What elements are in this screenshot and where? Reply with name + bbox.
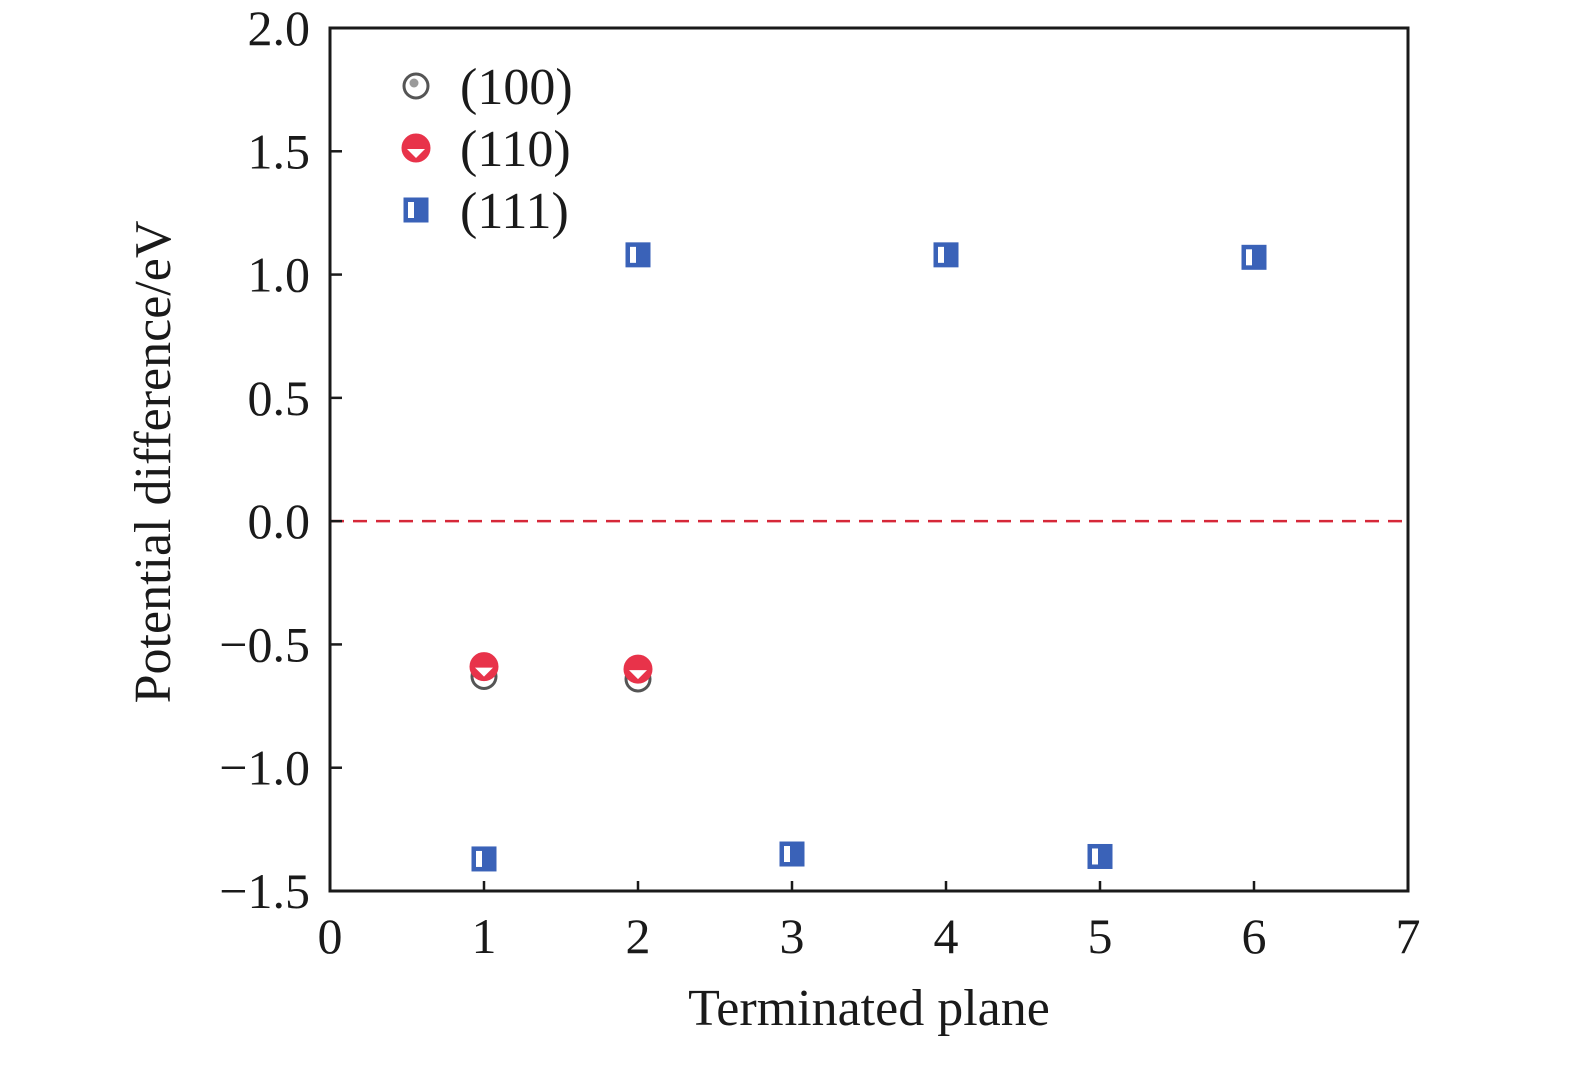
marker-window [784,846,790,863]
marker-notch [629,670,647,680]
x-tick-label: 1 [472,908,497,964]
x-tick-label: 5 [1088,908,1113,964]
legend-label-100: (100) [460,59,573,116]
marker-notch [475,667,493,677]
marker-window [938,246,944,263]
y-tick-label: 1.0 [248,247,311,303]
legend-label-110: (110) [460,121,571,178]
legend-marker-100 [402,72,430,100]
marker-fill [1087,843,1113,869]
marker-notch [407,149,425,158]
data-point-111 [779,841,805,867]
marker-fill [403,197,429,223]
legend-item-111: (111) [403,183,569,240]
x-axis-title: Terminated plane [688,980,1050,1037]
x-tick-label: 3 [780,908,805,964]
marker-window [630,246,636,263]
x-tick-label: 2 [626,908,651,964]
y-tick-label: −1.5 [219,863,310,919]
legend-marker-110 [401,133,431,163]
data-point-111 [933,242,959,268]
marker-fill [401,133,431,163]
legend-marker-111 [403,197,429,223]
y-tick-label: 2.0 [248,0,311,56]
legend-label-111: (111) [460,183,569,240]
marker-fill [469,652,499,682]
data-point-111 [625,242,651,268]
marker-core [409,78,419,88]
legend-item-110: (110) [401,121,571,178]
marker-fill [471,846,497,872]
x-tick-label: 7 [1396,908,1421,964]
data-point-110 [469,652,499,682]
y-tick-label: −1.0 [219,740,310,796]
y-tick-label: 1.5 [248,123,311,179]
y-tick-label: 0.5 [248,370,311,426]
marker-window [408,202,414,218]
y-axis-title: Potential difference/eV [125,221,182,704]
marker-window [1092,848,1098,865]
data-point-111 [1241,244,1267,270]
marker-fill [623,654,653,684]
marker-window [1246,249,1252,266]
y-tick-label: −0.5 [219,616,310,672]
marker-fill [625,242,651,268]
legend-item-100: (100) [402,59,573,116]
plot-layer [330,242,1408,872]
plot-frame [328,26,1410,893]
x-tick-label: 0 [318,908,343,964]
y-tick-label: 0.0 [248,493,311,549]
data-point-110 [623,654,653,684]
marker-window [476,850,482,867]
legend: (100)(110)(111) [401,59,573,240]
axes-layer: 0 1 2 3 4 5 6 7 2.0 1.5 1.0 0.5 0.0 −0.5 −1.0 −1.5 [219,0,1420,964]
marker-fill [779,841,805,867]
data-point-111 [471,846,497,872]
data-point-111 [1087,843,1113,869]
marker-fill [1241,244,1267,270]
marker-fill [933,242,959,268]
x-tick-label: 4 [934,908,959,964]
x-tick-label: 6 [1242,908,1267,964]
